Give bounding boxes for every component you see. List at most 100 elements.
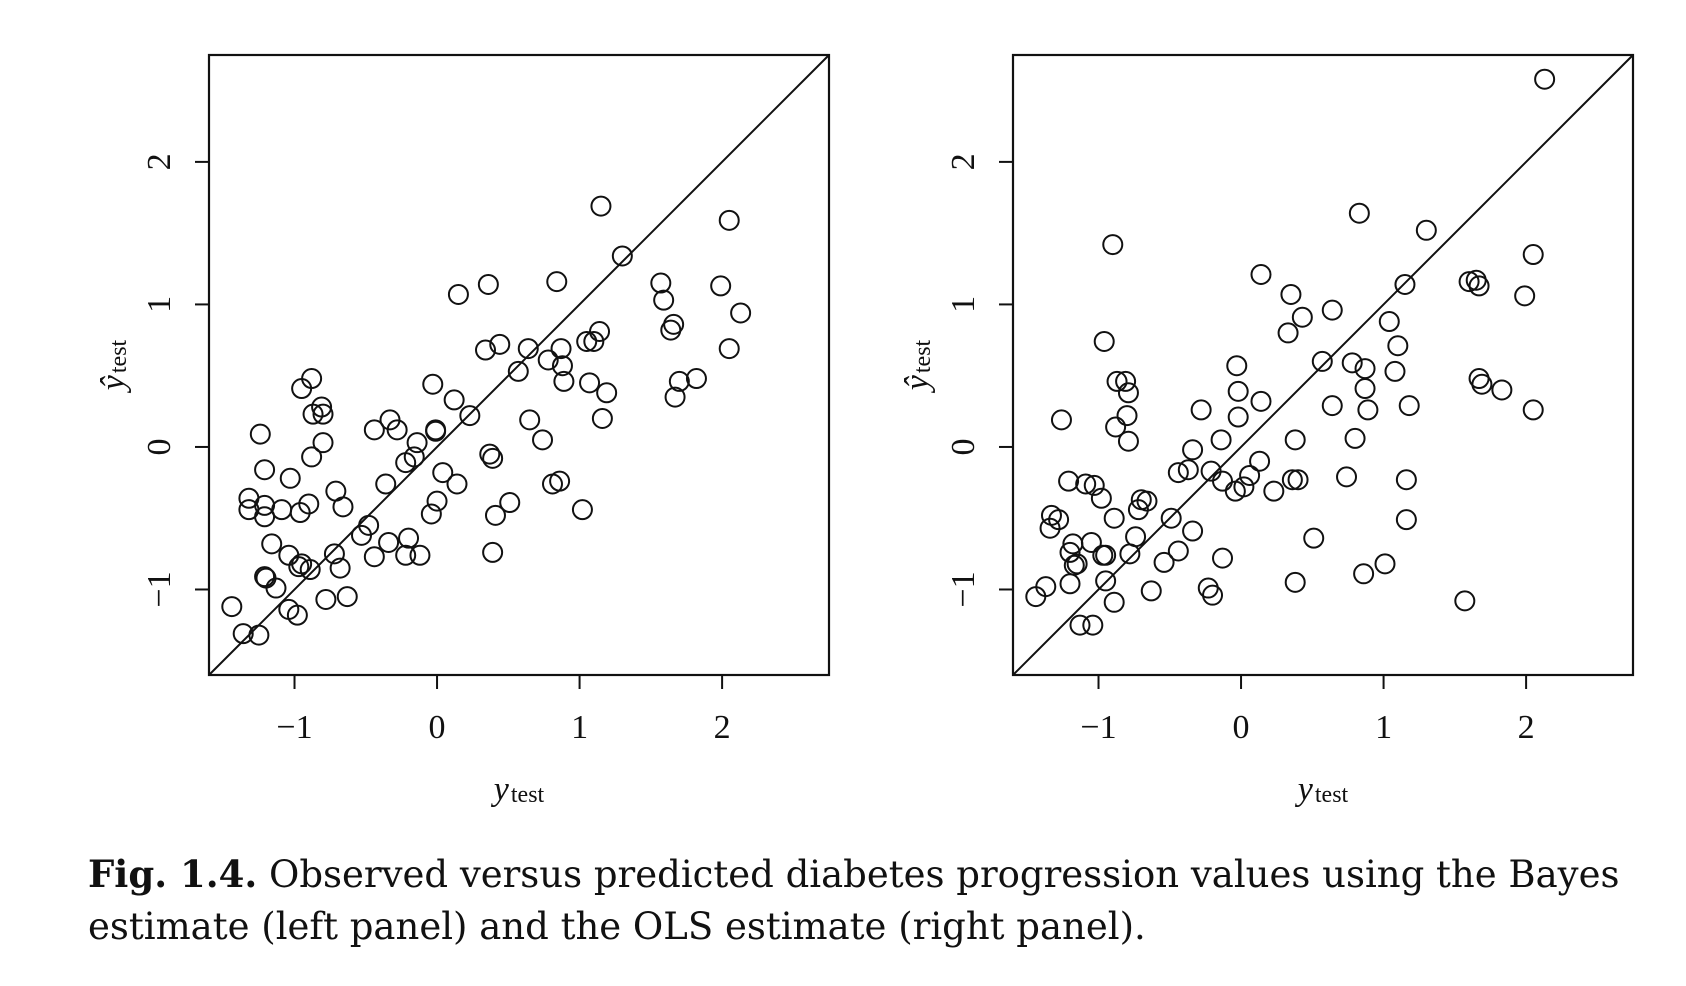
data-point xyxy=(590,195,612,217)
data-point xyxy=(1102,234,1124,256)
data-point xyxy=(1050,409,1072,431)
data-point xyxy=(1263,480,1285,502)
data-point xyxy=(1117,430,1139,452)
identity-line xyxy=(1012,54,1634,676)
data-point xyxy=(1105,416,1127,438)
data-point xyxy=(591,407,613,429)
data-point xyxy=(596,382,618,404)
data-point xyxy=(1093,330,1115,352)
x-axis-title-sub: test xyxy=(1315,782,1349,808)
data-point xyxy=(1075,473,1097,495)
y-tick-label: −1 xyxy=(945,571,982,607)
data-point xyxy=(249,423,271,445)
data-point xyxy=(386,419,408,441)
data-point xyxy=(301,446,323,468)
data-point xyxy=(1080,531,1102,553)
data-point xyxy=(1284,429,1306,451)
data-point xyxy=(1491,379,1513,401)
data-point xyxy=(1227,406,1249,428)
data-point xyxy=(710,275,732,297)
data-point xyxy=(1354,358,1376,380)
y-tick-label: 0 xyxy=(945,438,982,455)
x-axis-title: ytest xyxy=(1295,771,1349,808)
data-point xyxy=(1140,580,1162,602)
data-point xyxy=(363,419,385,441)
data-point xyxy=(1040,504,1062,526)
data-point xyxy=(255,567,277,589)
data-point xyxy=(1212,470,1234,492)
data-point xyxy=(1212,547,1234,569)
y-axis-title-sub: test xyxy=(106,339,132,373)
data-point xyxy=(583,330,605,352)
data-point xyxy=(484,504,506,526)
data-point xyxy=(426,490,448,512)
data-point xyxy=(1125,526,1147,548)
x-tick-label: 2 xyxy=(714,709,731,746)
data-point xyxy=(1177,459,1199,481)
data-point xyxy=(248,624,270,646)
data-point xyxy=(299,559,321,581)
data-point xyxy=(479,443,501,465)
data-point xyxy=(1115,370,1137,392)
y-axis-title-main: ŷ xyxy=(899,374,936,393)
data-point xyxy=(312,432,334,454)
data-point xyxy=(1136,490,1158,512)
data-point xyxy=(482,541,504,563)
data-point xyxy=(1202,584,1224,606)
data-point xyxy=(1095,544,1117,566)
data-point xyxy=(358,514,380,536)
data-point xyxy=(1116,405,1138,427)
y-axis-title-sub: test xyxy=(910,339,936,373)
data-point xyxy=(519,409,541,431)
data-point xyxy=(432,462,454,484)
data-point xyxy=(311,396,333,418)
y-axis-title: ŷtest xyxy=(95,339,132,393)
data-point xyxy=(1167,462,1189,484)
data-point xyxy=(1153,551,1175,573)
data-point xyxy=(323,543,345,565)
data-point xyxy=(447,283,469,305)
data-point xyxy=(1069,614,1091,636)
data-point xyxy=(221,596,243,618)
data-point xyxy=(378,531,400,553)
data-point xyxy=(1291,306,1313,328)
data-point xyxy=(1395,469,1417,491)
data-point xyxy=(549,470,571,492)
data-point xyxy=(550,338,572,360)
data-point xyxy=(1035,576,1057,598)
data-point xyxy=(718,338,740,360)
data-point xyxy=(443,389,465,411)
data-point xyxy=(1160,507,1182,529)
figure-caption: Fig. 1.4. Observed versus predicted diab… xyxy=(88,848,1668,953)
data-point xyxy=(278,544,300,566)
y-tick-label: 2 xyxy=(945,153,982,170)
data-point xyxy=(1344,427,1366,449)
data-point xyxy=(301,368,323,390)
figure: −1 0 1 2 −1 0 1 2 ytest ŷtest −1 0 1 2 −1 0 1 2 ytest ŷtest xyxy=(95,53,1635,808)
data-point xyxy=(482,447,504,469)
data-point xyxy=(1522,399,1544,421)
data-point xyxy=(477,273,499,295)
x-axis-title-main: y xyxy=(491,771,510,808)
data-point xyxy=(532,429,554,451)
data-point xyxy=(663,313,685,335)
data-point xyxy=(653,289,675,311)
data-point xyxy=(1321,299,1343,321)
data-point xyxy=(312,403,334,425)
data-point xyxy=(1394,273,1416,295)
x-axis-title-sub: test xyxy=(511,782,545,808)
data-point xyxy=(1058,470,1080,492)
data-point xyxy=(1250,263,1272,285)
data-point xyxy=(1378,311,1400,333)
data-point xyxy=(576,330,598,352)
y-tick-label: 0 xyxy=(141,438,178,455)
data-point xyxy=(409,544,431,566)
data-point xyxy=(1239,464,1261,486)
data-point xyxy=(1321,395,1343,417)
data-point xyxy=(422,373,444,395)
identity-line xyxy=(208,54,830,676)
data-point xyxy=(1227,380,1249,402)
data-point xyxy=(254,566,276,588)
data-point xyxy=(685,368,707,390)
data-point xyxy=(553,370,575,392)
